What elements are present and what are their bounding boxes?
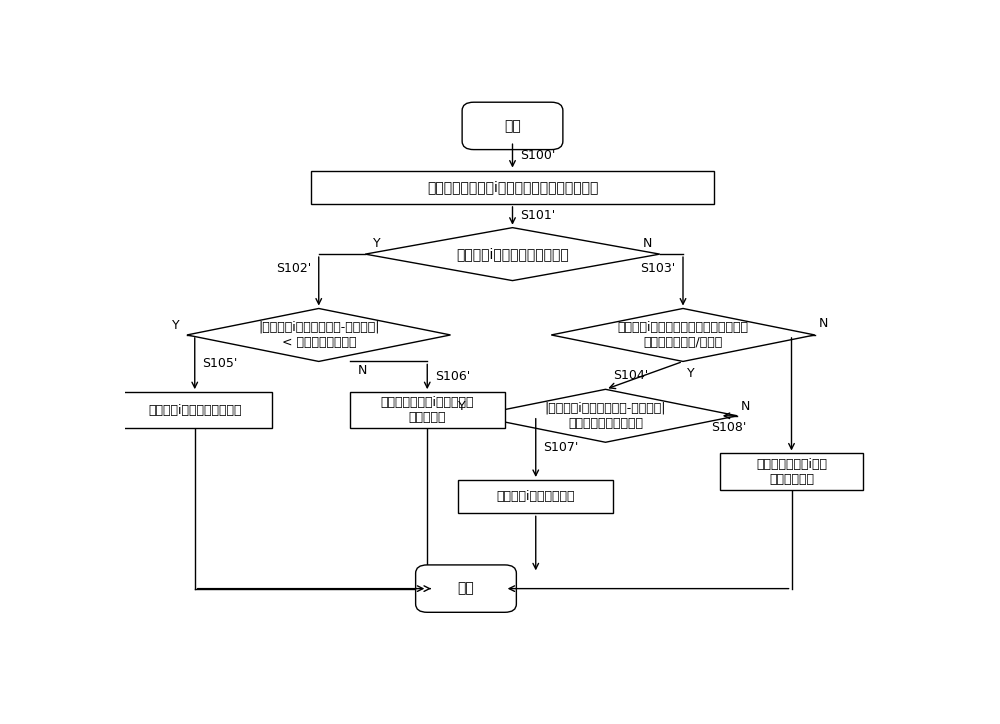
- Text: N: N: [741, 400, 750, 413]
- Text: 整流模块i均流异常告警: 整流模块i均流异常告警: [496, 490, 575, 503]
- Text: S100': S100': [520, 149, 556, 162]
- Text: S107': S107': [544, 442, 579, 455]
- Text: S105': S105': [202, 357, 238, 370]
- Text: 整流模块i均流异常告警恢复: 整流模块i均流异常告警恢复: [148, 404, 242, 417]
- Text: S101': S101': [520, 209, 556, 222]
- FancyBboxPatch shape: [416, 565, 516, 613]
- Text: 监测当前整流模块i的均流补偿电压及输出电流: 监测当前整流模块i的均流补偿电压及输出电流: [427, 180, 598, 194]
- FancyBboxPatch shape: [462, 102, 563, 150]
- Polygon shape: [365, 227, 660, 281]
- Text: Y: Y: [373, 237, 381, 250]
- Text: 结束: 结束: [458, 581, 474, 596]
- Text: Y: Y: [458, 400, 466, 413]
- FancyBboxPatch shape: [350, 392, 505, 429]
- FancyBboxPatch shape: [117, 392, 272, 429]
- Text: S106': S106': [435, 370, 470, 383]
- Polygon shape: [474, 390, 737, 442]
- Text: S108': S108': [711, 421, 746, 434]
- Text: |整流模块i当前输出电流-平均电流|
< 均流不平衡恢复值: |整流模块i当前输出电流-平均电流| < 均流不平衡恢复值: [258, 321, 380, 349]
- Text: S102': S102': [276, 263, 311, 276]
- Text: 不进行整流模块i均流
异常告警处理: 不进行整流模块i均流 异常告警处理: [756, 458, 827, 486]
- Text: N: N: [643, 237, 652, 250]
- Text: 整流模块i的本次均流补偿电压是否等于
均流补偿电压上/下限值: 整流模块i的本次均流补偿电压是否等于 均流补偿电压上/下限值: [618, 321, 748, 349]
- Text: N: N: [819, 318, 828, 330]
- Text: Y: Y: [687, 367, 694, 380]
- Text: S103': S103': [640, 263, 675, 276]
- Text: 整流模块i是否有均流异常告警: 整流模块i是否有均流异常告警: [456, 247, 569, 261]
- Text: 开始: 开始: [504, 119, 521, 133]
- Text: |整流模块i当前输出电流-平均电流|
大于均流不平衡门限值: |整流模块i当前输出电流-平均电流| 大于均流不平衡门限值: [545, 402, 666, 430]
- Text: 不进行整流模块i均流异常告
警恢复处理: 不进行整流模块i均流异常告 警恢复处理: [380, 396, 474, 424]
- Text: N: N: [358, 364, 367, 377]
- FancyBboxPatch shape: [458, 480, 613, 513]
- Text: Y: Y: [172, 319, 179, 332]
- Text: S104': S104': [613, 369, 648, 382]
- Polygon shape: [551, 308, 815, 361]
- FancyBboxPatch shape: [720, 453, 863, 489]
- FancyBboxPatch shape: [311, 171, 714, 204]
- Polygon shape: [187, 308, 451, 361]
